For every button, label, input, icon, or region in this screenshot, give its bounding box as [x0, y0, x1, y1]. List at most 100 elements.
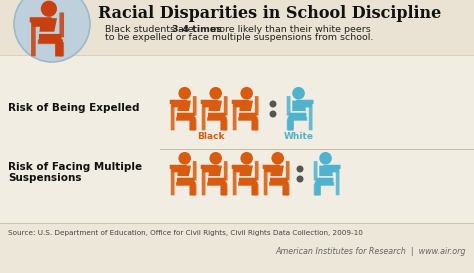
FancyBboxPatch shape — [314, 184, 318, 195]
FancyBboxPatch shape — [289, 113, 306, 120]
FancyBboxPatch shape — [176, 182, 194, 186]
FancyBboxPatch shape — [193, 96, 197, 115]
Polygon shape — [39, 18, 57, 32]
FancyBboxPatch shape — [193, 119, 197, 130]
FancyBboxPatch shape — [255, 96, 258, 115]
Circle shape — [292, 87, 305, 100]
Polygon shape — [177, 166, 191, 176]
Text: American Institutes for Research  |  www.air.org: American Institutes for Research | www.a… — [275, 247, 466, 256]
FancyBboxPatch shape — [314, 161, 318, 181]
FancyBboxPatch shape — [38, 40, 61, 44]
FancyBboxPatch shape — [251, 182, 258, 195]
Circle shape — [178, 152, 191, 165]
Circle shape — [272, 152, 284, 165]
FancyBboxPatch shape — [255, 119, 258, 130]
FancyBboxPatch shape — [220, 117, 227, 130]
Circle shape — [270, 100, 276, 108]
Circle shape — [41, 1, 57, 17]
Text: to be expelled or face multiple suspensions from school.: to be expelled or face multiple suspensi… — [105, 34, 374, 43]
FancyBboxPatch shape — [207, 117, 226, 121]
Polygon shape — [239, 166, 253, 176]
Polygon shape — [292, 100, 306, 111]
FancyBboxPatch shape — [172, 167, 187, 173]
FancyBboxPatch shape — [251, 117, 258, 130]
FancyBboxPatch shape — [202, 167, 206, 195]
FancyBboxPatch shape — [177, 113, 195, 120]
FancyBboxPatch shape — [201, 100, 218, 104]
FancyBboxPatch shape — [32, 20, 52, 27]
FancyBboxPatch shape — [224, 161, 228, 181]
FancyBboxPatch shape — [263, 165, 280, 169]
FancyBboxPatch shape — [170, 100, 187, 104]
Circle shape — [14, 0, 90, 62]
Polygon shape — [209, 166, 222, 176]
FancyBboxPatch shape — [176, 117, 194, 121]
Circle shape — [240, 87, 253, 100]
FancyBboxPatch shape — [234, 167, 249, 173]
Text: Risk of Facing Multiple: Risk of Facing Multiple — [8, 162, 142, 172]
FancyBboxPatch shape — [208, 113, 226, 120]
FancyBboxPatch shape — [315, 182, 321, 195]
Bar — [0, 0, 474, 55]
FancyBboxPatch shape — [59, 42, 64, 56]
Text: more likely than their white peers: more likely than their white peers — [207, 25, 371, 34]
Circle shape — [297, 176, 303, 182]
Polygon shape — [270, 166, 284, 176]
FancyBboxPatch shape — [172, 102, 187, 107]
Text: Suspensions: Suspensions — [8, 173, 82, 183]
FancyBboxPatch shape — [287, 119, 291, 130]
FancyBboxPatch shape — [238, 117, 256, 121]
Polygon shape — [319, 166, 333, 176]
FancyBboxPatch shape — [264, 167, 280, 173]
FancyBboxPatch shape — [39, 34, 62, 43]
FancyBboxPatch shape — [255, 161, 258, 181]
FancyBboxPatch shape — [224, 184, 228, 195]
FancyBboxPatch shape — [239, 178, 256, 185]
FancyBboxPatch shape — [55, 39, 63, 57]
Bar — [0, 223, 474, 273]
FancyBboxPatch shape — [232, 165, 249, 169]
Circle shape — [240, 152, 253, 165]
FancyBboxPatch shape — [296, 102, 311, 107]
FancyBboxPatch shape — [288, 117, 294, 130]
FancyBboxPatch shape — [190, 117, 196, 130]
FancyBboxPatch shape — [171, 102, 174, 130]
FancyBboxPatch shape — [286, 184, 290, 195]
FancyBboxPatch shape — [224, 119, 228, 130]
Text: Racial Disparities in School Discipline: Racial Disparities in School Discipline — [99, 5, 442, 22]
FancyBboxPatch shape — [208, 178, 226, 185]
Text: Black: Black — [197, 132, 224, 141]
FancyBboxPatch shape — [296, 100, 313, 104]
FancyBboxPatch shape — [202, 167, 219, 173]
Circle shape — [270, 111, 276, 117]
FancyBboxPatch shape — [270, 178, 288, 185]
FancyBboxPatch shape — [171, 167, 174, 195]
FancyBboxPatch shape — [224, 96, 228, 115]
FancyBboxPatch shape — [177, 178, 195, 185]
FancyBboxPatch shape — [233, 102, 237, 130]
FancyBboxPatch shape — [207, 182, 226, 186]
FancyBboxPatch shape — [31, 20, 36, 56]
FancyBboxPatch shape — [170, 165, 187, 169]
FancyBboxPatch shape — [202, 102, 206, 130]
FancyBboxPatch shape — [234, 102, 249, 107]
Polygon shape — [209, 100, 222, 111]
Text: 3-4 times: 3-4 times — [173, 25, 222, 34]
FancyBboxPatch shape — [286, 161, 290, 181]
FancyBboxPatch shape — [202, 102, 219, 107]
FancyBboxPatch shape — [283, 182, 289, 195]
Circle shape — [210, 87, 222, 100]
FancyBboxPatch shape — [289, 117, 307, 121]
FancyBboxPatch shape — [233, 167, 237, 195]
FancyBboxPatch shape — [59, 13, 64, 37]
FancyBboxPatch shape — [309, 102, 312, 130]
FancyBboxPatch shape — [220, 182, 227, 195]
Text: Source: U.S. Department of Education, Office for Civil Rights, Civil Rights Data: Source: U.S. Department of Education, Of… — [8, 230, 363, 236]
Text: Risk of Being Expelled: Risk of Being Expelled — [8, 103, 139, 113]
Circle shape — [319, 152, 332, 165]
FancyBboxPatch shape — [323, 165, 340, 169]
FancyBboxPatch shape — [316, 182, 334, 186]
Polygon shape — [239, 100, 253, 111]
FancyBboxPatch shape — [238, 182, 256, 186]
Circle shape — [297, 165, 303, 173]
